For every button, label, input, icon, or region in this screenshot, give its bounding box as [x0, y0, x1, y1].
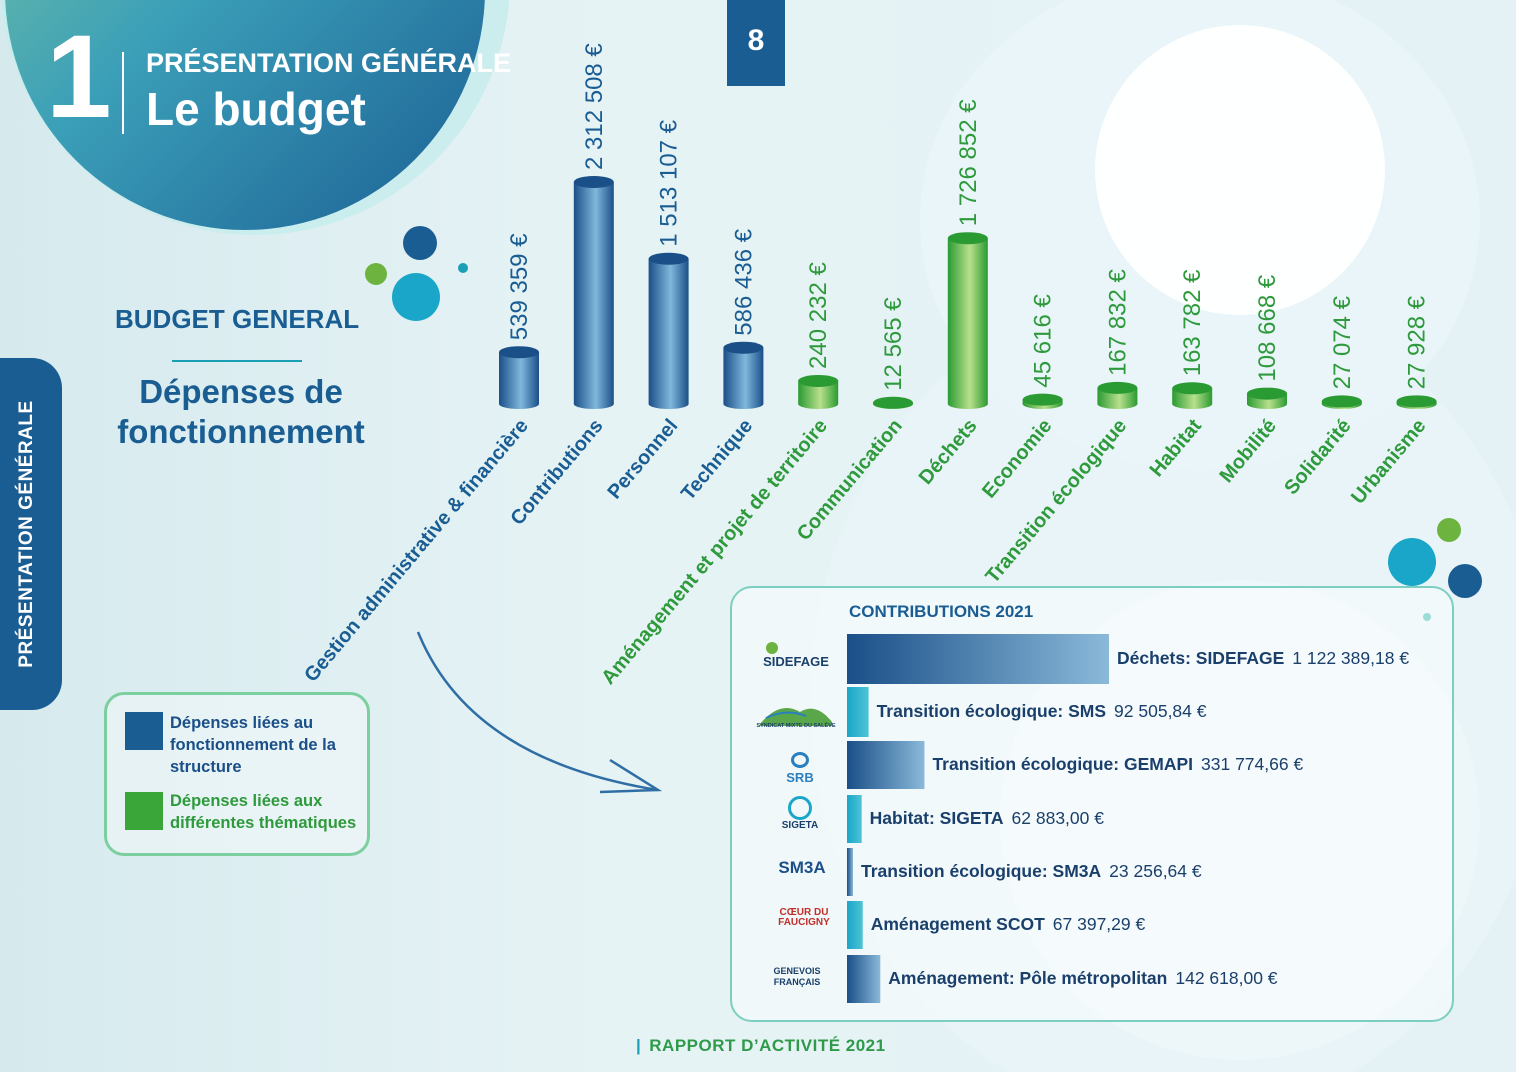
- contributions-title: CONTRIBUTIONS 2021: [849, 602, 1034, 621]
- value-label-3: 586 436 €: [730, 228, 757, 335]
- contribution-label-0: Déchets: SIDEFAGE 1 122 389,18 €: [1117, 648, 1409, 669]
- value-label-7: 45 616 €: [1030, 294, 1057, 388]
- legend-label-themes: Dépenses liées aux différentes thématiqu…: [170, 792, 357, 832]
- contribution-bar-5: [847, 901, 863, 949]
- contribution-category-2: Transition écologique: GEMAPI: [932, 754, 1194, 774]
- contribution-value-2: 331 774,66 €: [1201, 754, 1304, 774]
- logo-syndicat-saleve: SYNDICAT MIXTE DU SALÈVE: [756, 696, 836, 732]
- bar-top-9: [1172, 382, 1213, 395]
- bar-top-5: [873, 396, 913, 409]
- bar-top-0: [499, 346, 539, 359]
- bar-0: [499, 352, 539, 404]
- contribution-category-0: Déchets: SIDEFAGE: [1117, 648, 1285, 668]
- logo-genevois-francais: GENEVOIS FRANÇAIS: [773, 966, 821, 987]
- bar-3: [723, 347, 764, 404]
- value-label-5: 12 565 €: [880, 297, 907, 391]
- bar-base-9: [1172, 399, 1213, 409]
- legend-label-structure: Dépenses liées au fonctionnement de la s…: [170, 714, 336, 776]
- contribution-bar-0: [847, 634, 1109, 684]
- chapter-kicker: PRÉSENTATION GÉNÉRALE: [146, 48, 512, 78]
- side-tab: [0, 358, 62, 710]
- contribution-value-3: 62 883,00 €: [1011, 808, 1104, 828]
- logo-coeur-faucigny: CŒUR DU FAUCIGNY: [778, 907, 830, 928]
- contribution-bar-6: [847, 955, 881, 1003]
- logo-sidefage: SIDEFAGE: [756, 642, 836, 669]
- section-subheading: Dépenses de fonctionnement: [117, 373, 365, 450]
- legend-swatch-structure: [125, 712, 163, 750]
- value-label-8: 167 832 €: [1104, 268, 1131, 375]
- contribution-value-4: 23 256,64 €: [1109, 861, 1202, 881]
- bar-top-7: [1022, 393, 1063, 406]
- bar-top-6: [947, 232, 988, 245]
- chapter-number: 1: [46, 11, 112, 143]
- bar-6: [947, 238, 988, 404]
- footer-text: RAPPORT D’ACTIVITÉ 2021: [649, 1036, 886, 1055]
- contribution-bar-4: [847, 848, 853, 896]
- page-number-badge: 8: [727, 0, 785, 86]
- bar-top-8: [1097, 381, 1138, 394]
- bar-base-6: [947, 399, 988, 409]
- legend-swatch-themes: [125, 792, 163, 830]
- bar-4: [798, 380, 839, 404]
- value-label-9: 163 782 €: [1179, 269, 1206, 376]
- bar-top-2: [648, 252, 689, 265]
- bar-base-2: [648, 399, 689, 409]
- logo-srb: SRB: [776, 752, 824, 785]
- bar-1: [573, 182, 614, 404]
- bar-top-12: [1396, 395, 1437, 408]
- section-divider: [172, 360, 302, 362]
- value-label-0: 539 359 €: [506, 233, 533, 340]
- bar-top-3: [723, 341, 764, 354]
- contribution-bar-2: [847, 741, 925, 789]
- bar-top-10: [1247, 387, 1287, 400]
- contribution-label-2: Transition écologique: GEMAPI 331 774,66 …: [932, 754, 1303, 775]
- bar-base-0: [499, 399, 539, 409]
- contribution-label-1: Transition écologique: SMS 92 505,84 €: [877, 701, 1207, 722]
- section-heading: BUDGET GENERAL: [115, 304, 360, 334]
- bar-base-8: [1097, 399, 1138, 409]
- expenses-bar-chart: 539 359 €Gestion administrative & financ…: [300, 43, 1437, 689]
- value-label-12: 27 928 €: [1404, 295, 1431, 389]
- value-label-6: 1 726 852 €: [955, 99, 982, 226]
- bar-top-11: [1321, 395, 1362, 408]
- logo-sigeta: SIGETA: [770, 796, 830, 831]
- contribution-value-0: 1 122 389,18 €: [1292, 648, 1410, 668]
- chapter-divider: [122, 52, 124, 134]
- contribution-value-1: 92 505,84 €: [1114, 701, 1207, 721]
- footer: | RAPPORT D’ACTIVITÉ 2021: [636, 1036, 886, 1055]
- contribution-label-4: Transition écologique: SM3A 23 256,64 €: [861, 861, 1202, 882]
- contribution-value-5: 67 397,29 €: [1052, 914, 1146, 934]
- contribution-category-3: Habitat: SIGETA: [869, 808, 1004, 828]
- bar-2: [648, 258, 689, 404]
- contribution-category-6: Aménagement: Pôle métropolitan: [888, 968, 1168, 988]
- bar-base-1: [573, 399, 614, 409]
- contribution-label-6: Aménagement: Pôle métropolitan 142 618,00…: [888, 968, 1277, 989]
- logo-sm3a: SM3A: [778, 858, 826, 877]
- bar-base-4: [798, 399, 839, 409]
- value-label-10: 108 668 €: [1254, 274, 1281, 381]
- contribution-category-4: Transition écologique: SM3A: [861, 861, 1102, 881]
- value-label-2: 1 513 107 €: [656, 119, 683, 246]
- contribution-label-5: Aménagement SCOT 67 397,29 €: [871, 914, 1146, 935]
- bar-top-1: [573, 176, 614, 188]
- contribution-bar-3: [847, 795, 862, 843]
- bar-top-4: [798, 374, 839, 387]
- contribution-category-5: Aménagement SCOT: [870, 914, 1045, 934]
- contribution-label-3: Habitat: SIGETA 62 883,00 €: [870, 808, 1104, 829]
- contribution-value-6: 142 618,00 €: [1175, 968, 1278, 988]
- value-label-1: 2 312 508 €: [581, 43, 608, 170]
- bar-base-3: [723, 399, 764, 409]
- page-title: Le budget: [146, 83, 366, 135]
- contribution-bar-1: [847, 687, 869, 737]
- contribution-category-1: Transition écologique: SMS: [876, 701, 1107, 721]
- bar-base-10: [1247, 399, 1287, 409]
- value-label-4: 240 232 €: [805, 262, 832, 369]
- value-label-11: 27 074 €: [1329, 295, 1356, 389]
